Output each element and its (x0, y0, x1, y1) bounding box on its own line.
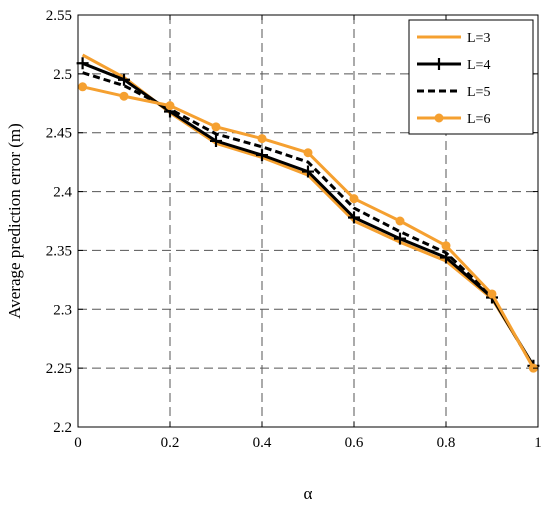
legend-label: L=5 (467, 85, 490, 100)
y-axis-label: Average prediction error (m) (5, 123, 24, 319)
y-tick-label: 2.45 (46, 126, 72, 142)
data-point (349, 194, 359, 204)
legend-label: L=6 (467, 112, 490, 127)
y-tick-label: 2.3 (53, 302, 72, 318)
data-point (211, 122, 221, 132)
legend-item: L=5 (417, 85, 490, 100)
data-point (256, 149, 268, 162)
data-point (257, 134, 267, 144)
legend-box (408, 19, 534, 135)
y-tick-label: 2.25 (46, 361, 72, 377)
data-point (302, 165, 314, 178)
data-point (119, 91, 129, 101)
legend-item: L=3 (417, 31, 490, 46)
y-tick-label: 2.4 (53, 185, 72, 201)
data-point (76, 57, 89, 70)
x-tick-label: 0.6 (345, 435, 364, 451)
series-l-6 (78, 82, 538, 373)
y-tick-label: 2.55 (46, 8, 72, 24)
data-point (395, 216, 405, 226)
legend: L=3 L=4 L=5 L=6 (408, 19, 534, 135)
y-tick-label: 2.5 (53, 67, 72, 83)
x-tick-label: 0.2 (161, 435, 180, 451)
data-point (487, 289, 497, 299)
data-point (210, 134, 222, 147)
y-tick-label: 2.2 (53, 420, 72, 436)
data-point (165, 101, 175, 111)
legend-item: L=4 (417, 58, 490, 73)
legend-label: L=3 (467, 31, 490, 46)
y-tick-label: 2.35 (46, 243, 72, 259)
x-tick-label: 1 (534, 435, 542, 451)
data-point (394, 232, 406, 245)
series-layer (76, 53, 540, 373)
legend-marker (434, 113, 444, 123)
legend-item: L=6 (417, 112, 490, 127)
data-point (78, 82, 88, 92)
x-axis-label: α (304, 484, 313, 503)
legend-label: L=4 (467, 58, 490, 73)
data-point (441, 241, 451, 251)
data-point (118, 73, 130, 86)
plot-frame (77, 14, 539, 428)
x-tick-label: 0.4 (253, 435, 272, 451)
data-point (348, 211, 360, 224)
x-tick-label: 0 (74, 435, 82, 451)
x-tick-label: 0.8 (437, 435, 456, 451)
data-point (303, 148, 313, 158)
legend-marker (433, 58, 445, 70)
axis-ticks: 0 0.2 0.4 0.6 0.8 1 2.2 2.25 2.3 2.35 2.4 2.45 2.5 2.… (46, 8, 542, 451)
